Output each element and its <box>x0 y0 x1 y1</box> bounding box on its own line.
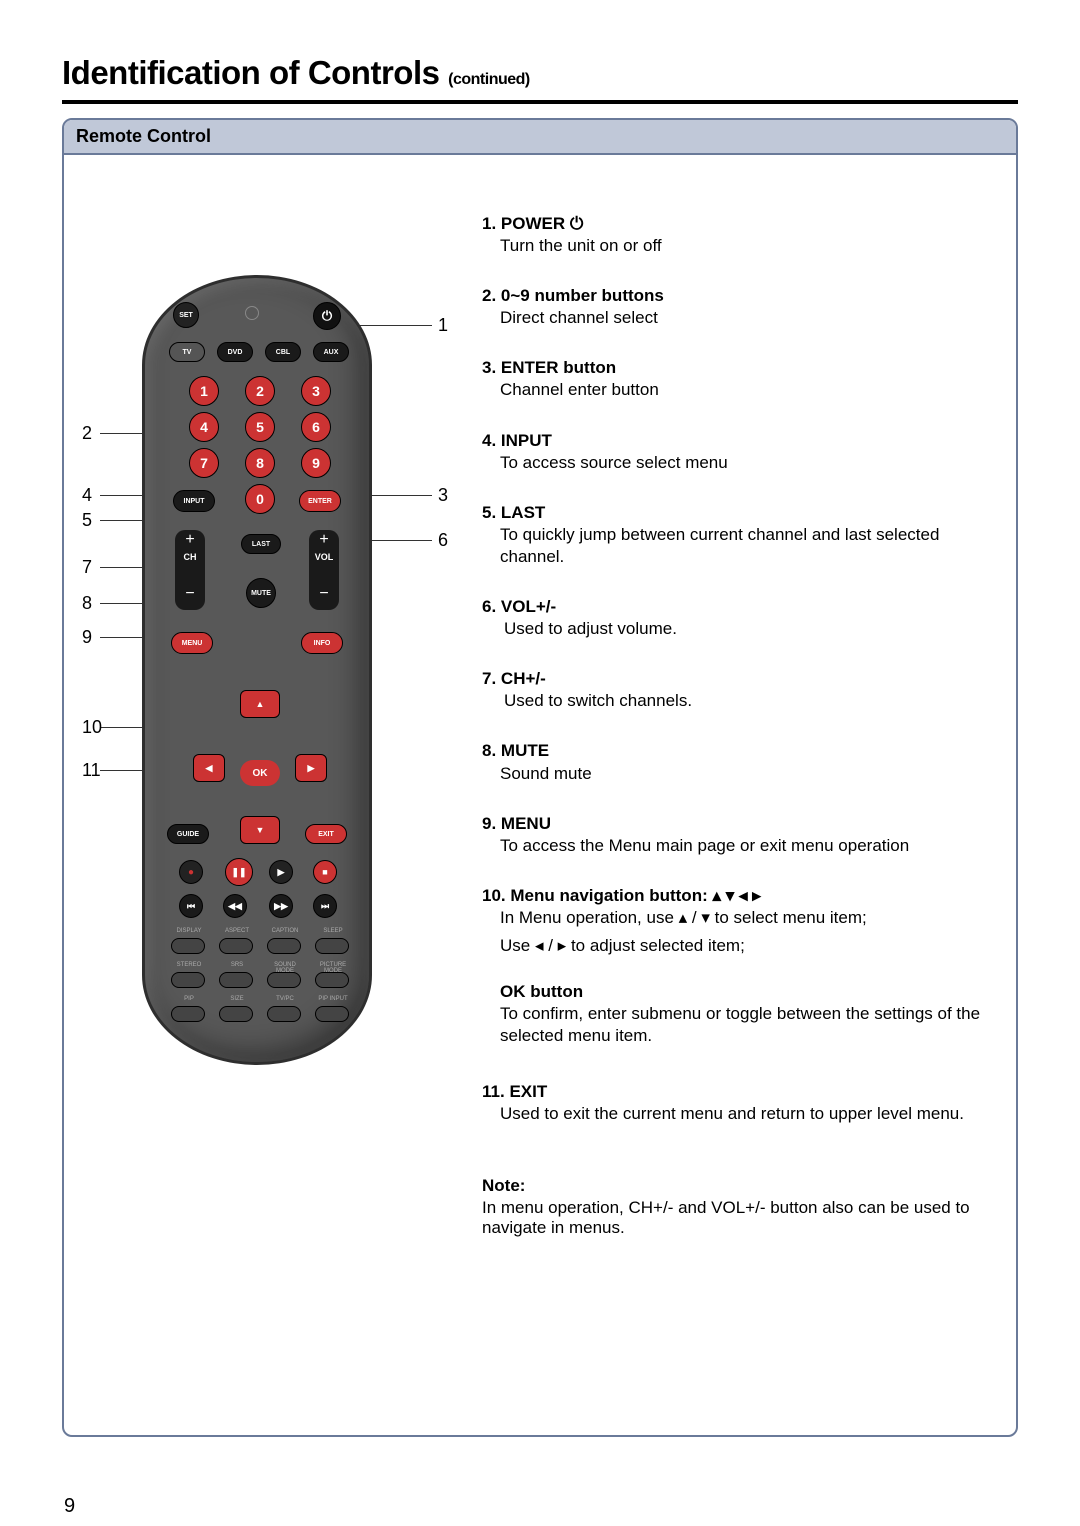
callout-number: 1 <box>438 315 448 336</box>
mute-button: MUTE <box>246 578 276 608</box>
bottom-label: CAPTION <box>265 928 305 934</box>
num-1-button: 1 <box>189 376 219 406</box>
bottom-label: SRS <box>217 962 257 968</box>
enter-button: ENTER <box>299 490 341 512</box>
bottom-button <box>267 972 301 988</box>
guide-button: GUIDE <box>167 824 209 844</box>
power-icon: ⏻ <box>322 308 332 324</box>
pause-button: ❚❚ <box>225 858 253 886</box>
mode-dvd-button: DVD <box>217 342 253 362</box>
item-10: 10. Menu navigation button: ▴ ▾ ◂ ▸ In M… <box>482 885 998 1048</box>
mode-tv-button: TV <box>169 342 205 362</box>
bottom-button <box>267 1006 301 1022</box>
input-button: INPUT <box>173 490 215 512</box>
skip-back-button: ⏮ <box>179 894 203 918</box>
item-6: 6. VOL+/- Used to adjust volume. <box>482 596 998 640</box>
dpad-left: ◀ <box>193 754 225 782</box>
bottom-label: SLEEP <box>313 928 353 934</box>
title-suffix: (continued) <box>448 71 530 88</box>
ch-rocker: + CH − <box>175 530 205 610</box>
callout-number: 5 <box>82 510 92 531</box>
mode-cbl-button: CBL <box>265 342 301 362</box>
menu-button: MENU <box>171 632 213 654</box>
bottom-button <box>219 938 253 954</box>
bottom-label: TV/PC <box>265 996 305 1002</box>
page-number: 9 <box>0 1495 1080 1518</box>
exit-button: EXIT <box>305 824 347 844</box>
item-4: 4. INPUT To access source select menu <box>482 430 998 474</box>
rec-button: ● <box>179 860 203 884</box>
bottom-button <box>171 972 205 988</box>
last-button: LAST <box>241 534 281 554</box>
remote-diagram: 1234567891011 SET ⏻ TVDVDCBLAUX <box>82 175 452 1365</box>
callout-number: 6 <box>438 530 448 551</box>
title-text: Identification of Controls <box>62 54 439 91</box>
callout-number: 10 <box>82 717 102 738</box>
callout-number: 11 <box>82 760 101 781</box>
skip-fwd-button: ⏭ <box>313 894 337 918</box>
bottom-button <box>219 1006 253 1022</box>
num-3-button: 3 <box>301 376 331 406</box>
remote-panel: Remote Control 1234567891011 SET ⏻ <box>62 118 1018 1437</box>
callout-number: 7 <box>82 557 92 578</box>
bottom-label: SIZE <box>217 996 257 1002</box>
descriptions: 1. POWER ⏻ Turn the unit on or off 2. 0~… <box>482 175 998 1365</box>
bottom-button <box>315 1006 349 1022</box>
set-button: SET <box>173 302 199 328</box>
item-11: 11. EXIT Used to exit the current menu a… <box>482 1081 998 1125</box>
bottom-label: ASPECT <box>217 928 257 934</box>
note: Note: In menu operation, CH+/- and VOL+/… <box>482 1176 998 1238</box>
item-5: 5. LAST To quickly jump between current … <box>482 502 998 568</box>
item-2: 2. 0~9 number buttons Direct channel sel… <box>482 285 998 329</box>
callout-number: 8 <box>82 593 92 614</box>
dpad-right: ▶ <box>295 754 327 782</box>
panel-header: Remote Control <box>64 120 1016 155</box>
bottom-button <box>267 938 301 954</box>
callout-number: 4 <box>82 485 92 506</box>
stop-button: ■ <box>313 860 337 884</box>
bottom-label: STEREO <box>169 962 209 968</box>
num-4-button: 4 <box>189 412 219 442</box>
power-icon: ⏻ <box>570 214 583 233</box>
num-5-button: 5 <box>245 412 275 442</box>
dpad-up: ▲ <box>240 690 280 718</box>
bottom-button <box>171 1006 205 1022</box>
bottom-button <box>315 938 349 954</box>
ir-window <box>245 306 259 320</box>
bottom-label: PIP <box>169 996 209 1002</box>
power-button: ⏻ <box>313 302 341 330</box>
callout-number: 2 <box>82 423 92 444</box>
remote-body: SET ⏻ TV DVD CBL AUX 123 456 789 INPUT 0 <box>142 275 372 1065</box>
bottom-label: PIP INPUT <box>313 996 353 1002</box>
ok-button: OK <box>240 760 280 786</box>
item-8: 8. MUTE Sound mute <box>482 740 998 784</box>
bottom-button <box>219 972 253 988</box>
title-rule <box>62 100 1018 104</box>
play-button: ▶ <box>269 860 293 884</box>
num-7-button: 7 <box>189 448 219 478</box>
ff-button: ▶▶ <box>269 894 293 918</box>
mode-aux-button: AUX <box>313 342 349 362</box>
dpad-down: ▼ <box>240 816 280 844</box>
vol-rocker: + VOL − <box>309 530 339 610</box>
num-9-button: 9 <box>301 448 331 478</box>
callout-number: 9 <box>82 627 92 648</box>
num-8-button: 8 <box>245 448 275 478</box>
info-button: INFO <box>301 632 343 654</box>
bottom-label: DISPLAY <box>169 928 209 934</box>
item-3: 3. ENTER button Channel enter button <box>482 357 998 401</box>
page-title: Identification of Controls (continued) <box>62 54 1018 92</box>
num-2-button: 2 <box>245 376 275 406</box>
num-0-button: 0 <box>245 484 275 514</box>
num-6-button: 6 <box>301 412 331 442</box>
bottom-button <box>171 938 205 954</box>
item-9: 9. MENU To access the Menu main page or … <box>482 813 998 857</box>
callout-number: 3 <box>438 485 448 506</box>
item-7: 7. CH+/- Used to switch channels. <box>482 668 998 712</box>
bottom-button <box>315 972 349 988</box>
rew-button: ◀◀ <box>223 894 247 918</box>
item-1: 1. POWER ⏻ Turn the unit on or off <box>482 213 998 257</box>
